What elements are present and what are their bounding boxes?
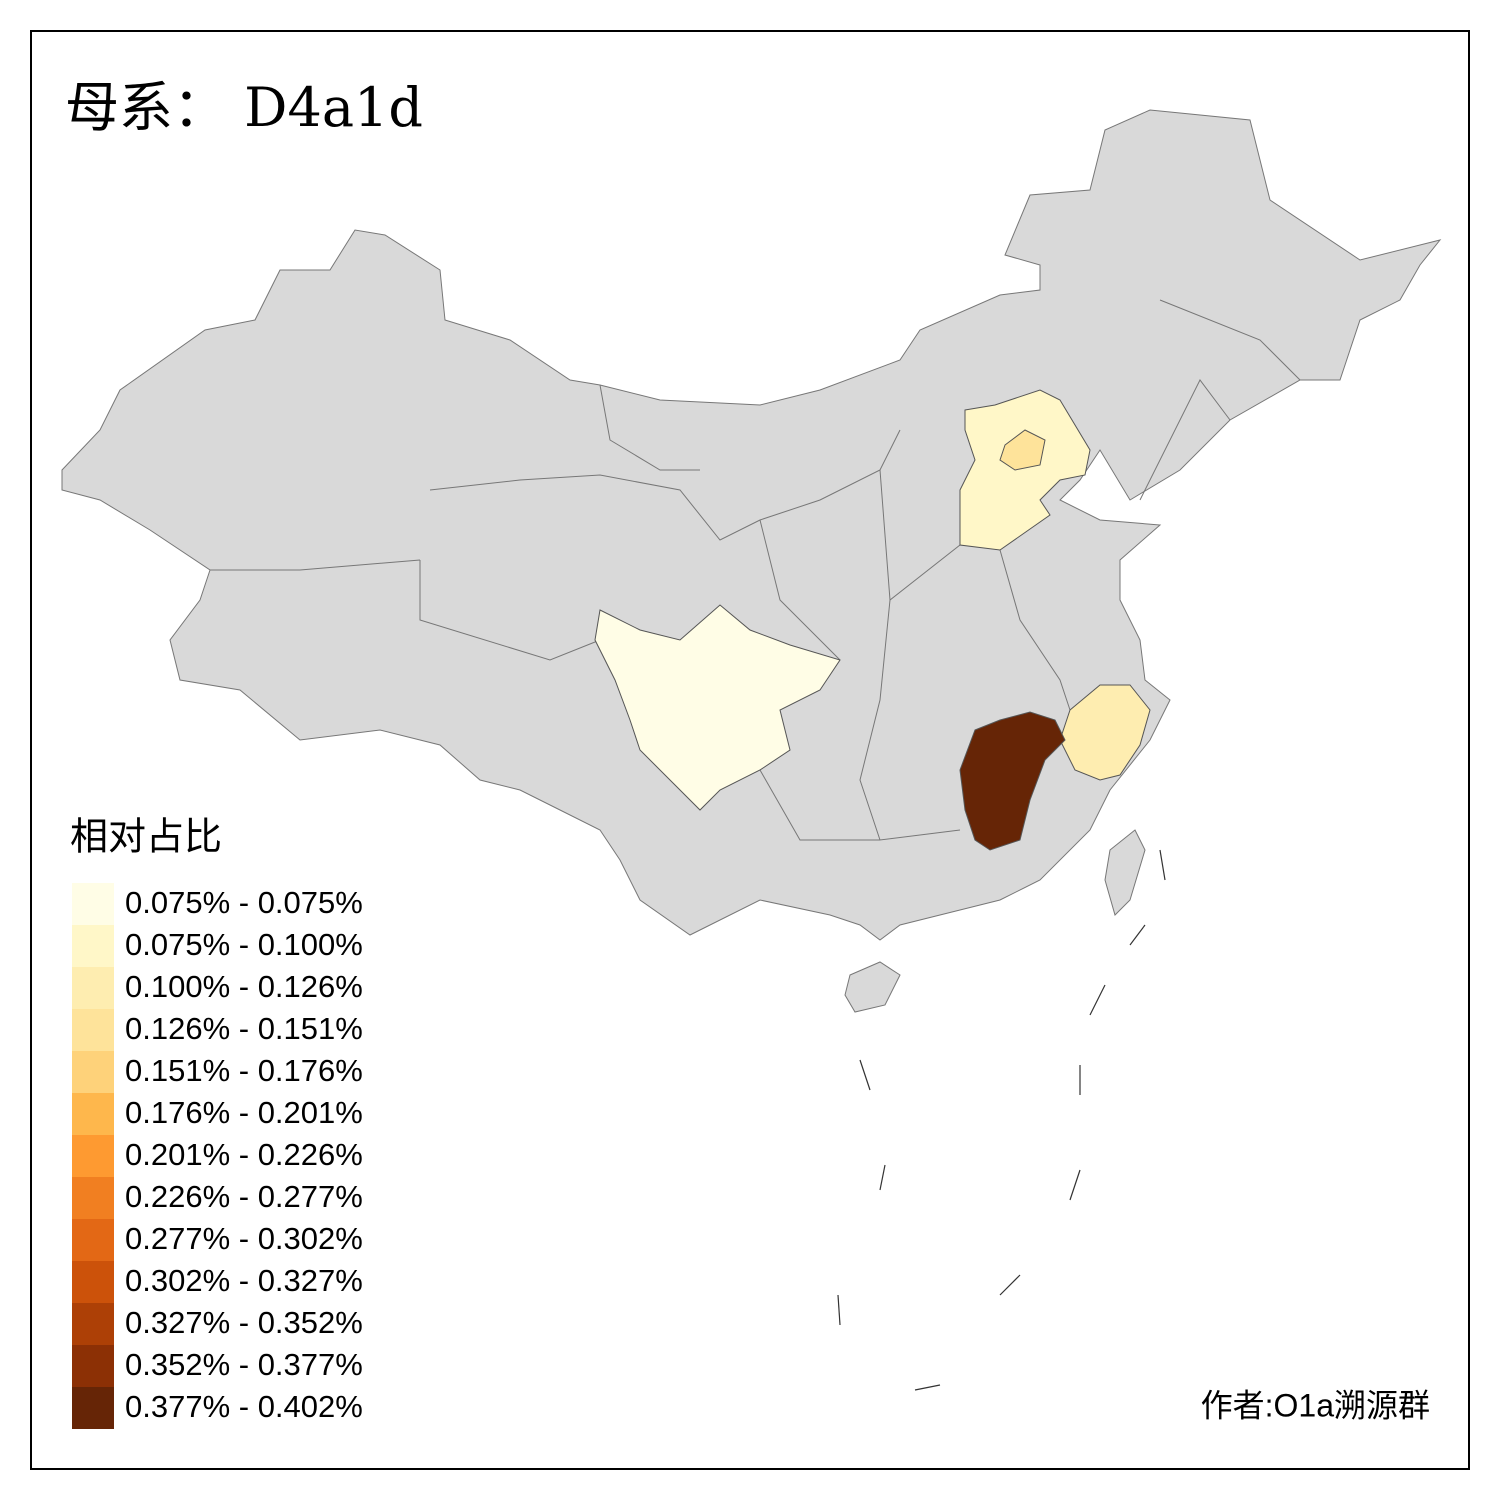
region-zhejiang	[1059, 684, 1151, 781]
hainan	[844, 961, 901, 1013]
taiwan	[1104, 829, 1146, 916]
legend-label: 0.327% - 0.352%	[125, 1305, 363, 1340]
legend-swatch	[72, 1303, 114, 1345]
legend-label: 0.151% - 0.176%	[125, 1053, 363, 1088]
legend-swatch	[72, 1261, 114, 1303]
credit: 作者:O1a溯源群	[1201, 1387, 1430, 1423]
legend-swatch	[72, 883, 114, 925]
legend-label: 0.075% - 0.100%	[125, 927, 363, 962]
legend: 0.075% - 0.075% 0.075% - 0.100% 0.100% - 0…	[72, 883, 363, 1429]
legend-label: 0.302% - 0.327%	[125, 1263, 363, 1298]
legend-label: 0.277% - 0.302%	[125, 1221, 363, 1256]
legend-swatch	[72, 1051, 114, 1093]
legend-swatch	[72, 925, 114, 967]
region-sichuan	[594, 604, 841, 811]
region-jiangxi	[959, 711, 1066, 851]
legend-label: 0.226% - 0.277%	[125, 1179, 363, 1214]
map-title: 母系： D4a1d	[65, 76, 423, 139]
province-borders	[210, 299, 1301, 841]
region-hebei	[959, 389, 1091, 551]
region-beijing	[999, 429, 1046, 471]
legend-label: 0.100% - 0.126%	[125, 969, 363, 1004]
legend-swatch	[72, 1093, 114, 1135]
legend-swatch	[72, 1009, 114, 1051]
legend-label: 0.176% - 0.201%	[125, 1095, 363, 1130]
legend-label: 0.352% - 0.377%	[125, 1347, 363, 1382]
legend-title: 相对占比	[70, 815, 222, 859]
legend-label: 0.201% - 0.226%	[125, 1137, 363, 1172]
legend-swatch	[72, 1219, 114, 1261]
legend-swatch	[72, 1345, 114, 1387]
legend-swatch	[72, 967, 114, 1009]
legend-swatch	[72, 1387, 114, 1429]
legend-label: 0.075% - 0.075%	[125, 885, 363, 920]
legend-label: 0.377% - 0.402%	[125, 1389, 363, 1424]
legend-swatch	[72, 1135, 114, 1177]
legend-label: 0.126% - 0.151%	[125, 1011, 363, 1046]
legend-swatch	[72, 1177, 114, 1219]
island-lines	[837, 849, 1166, 1391]
